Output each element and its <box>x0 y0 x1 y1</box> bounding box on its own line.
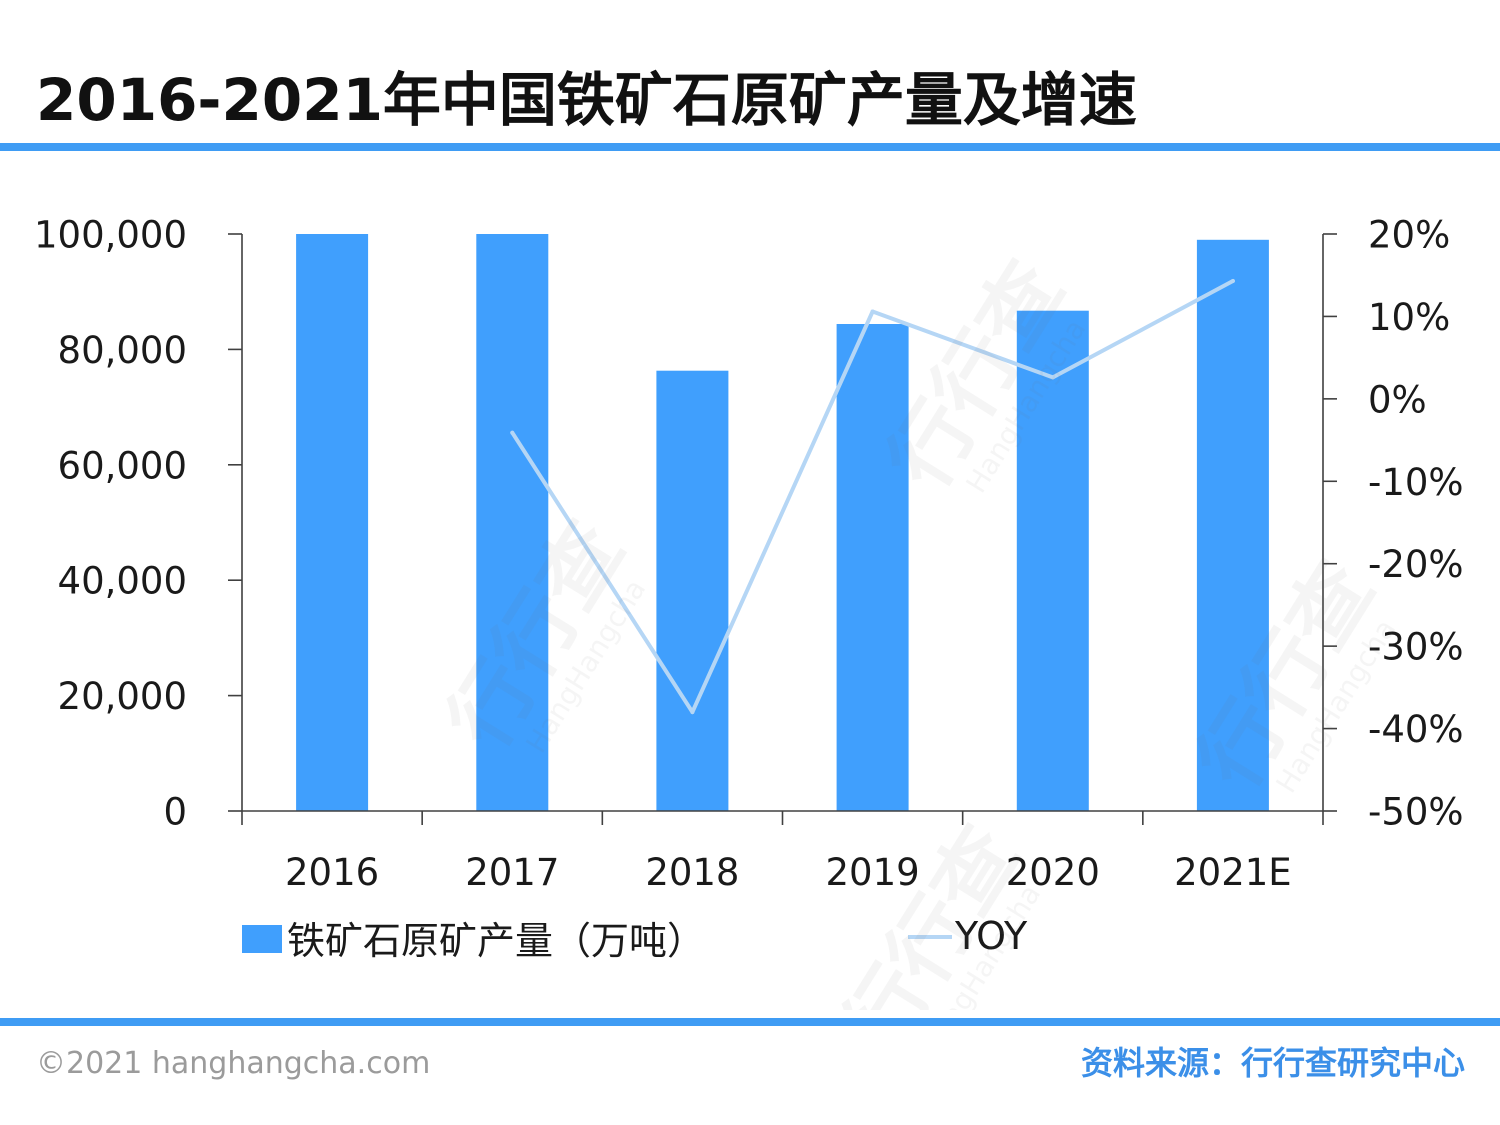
watermark: 行行查 HangHangcha <box>431 506 652 765</box>
yoy-point-2018 <box>690 710 695 715</box>
chart: 0 20,000 40,000 60,000 80,000 100,000 -50% -40%… <box>34 214 1464 1011</box>
bar-series-production <box>296 234 1269 812</box>
bar-2017 <box>476 234 549 811</box>
legend-label-production: 铁矿石原矿产量（万吨） <box>287 919 705 963</box>
right-tick-label: 10% <box>1368 296 1450 339</box>
legend-swatch-production <box>242 925 282 953</box>
left-tick-label: 40,000 <box>58 560 187 603</box>
left-tick-label: 100,000 <box>34 214 187 257</box>
category-label-2021E: 2021E <box>1174 851 1292 894</box>
left-tick-label: 80,000 <box>58 329 187 372</box>
copyright-text: ©2021 hanghangcha.com <box>36 1046 431 1081</box>
left-tick-label: 60,000 <box>58 444 187 487</box>
source-text: 资料来源：行行查研究中心 <box>1080 1044 1465 1082</box>
category-label-2019: 2019 <box>826 851 920 894</box>
legend: 铁矿石原矿产量（万吨） YOY <box>242 914 1028 963</box>
bar-2020 <box>1016 310 1089 811</box>
bar-2016 <box>296 234 369 811</box>
yoy-point-2020 <box>1050 375 1055 380</box>
title-underline <box>0 143 1500 151</box>
chart-labels: 0 20,000 40,000 60,000 80,000 100,000 -50% -40%… <box>34 214 1464 895</box>
right-tick-label: -40% <box>1368 708 1464 751</box>
right-tick-label: -10% <box>1368 461 1464 504</box>
category-label-2020: 2020 <box>1006 851 1100 894</box>
right-tick-label: 0% <box>1368 378 1427 421</box>
right-tick-label: -30% <box>1368 626 1464 669</box>
yoy-point-2021E <box>1230 279 1235 283</box>
watermark: 行行查 HangHangcha <box>826 811 1047 1010</box>
bar-2019 <box>836 324 909 811</box>
chart-title: 2016-2021年中国铁矿石原矿产量及增速 <box>36 66 1137 134</box>
right-tick-label: 20% <box>1368 214 1450 257</box>
legend-label-yoy: YOY <box>954 914 1028 958</box>
category-label-2016: 2016 <box>285 851 379 894</box>
right-tick-label: -50% <box>1368 791 1464 834</box>
left-tick-label: 20,000 <box>58 675 187 718</box>
line-series-yoy <box>510 279 1235 715</box>
yoy-point-2019 <box>870 309 875 314</box>
category-label-2018: 2018 <box>645 851 739 894</box>
chart-axes <box>228 233 1337 825</box>
category-label-2017: 2017 <box>465 851 559 894</box>
yoy-point-2017 <box>510 430 515 435</box>
bar-2021E <box>1196 239 1269 812</box>
right-tick-label: -20% <box>1368 543 1464 586</box>
bar-2018 <box>656 370 729 811</box>
left-tick-label: 0 <box>163 791 187 834</box>
footer-divider <box>0 1018 1500 1026</box>
